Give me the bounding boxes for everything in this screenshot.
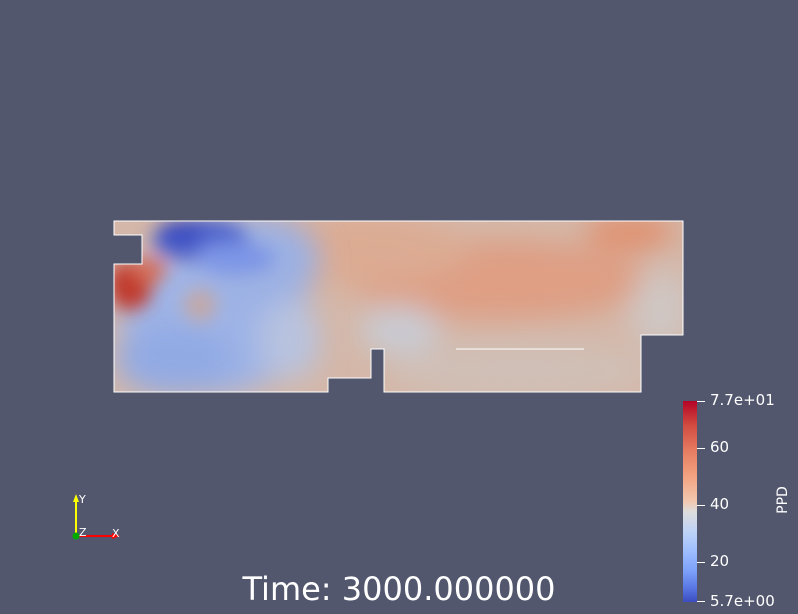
y-axis-label: Y	[78, 493, 86, 506]
colorbar-tick-60	[697, 448, 705, 449]
colorbar-title: PPD	[775, 486, 791, 514]
orientation-axes[interactable]: Y X Z	[60, 488, 130, 548]
z-axis-dot-icon	[72, 532, 80, 540]
y-axis-arrow-icon	[73, 494, 79, 502]
colorbar-tick-max	[697, 401, 705, 402]
x-axis-arrow-icon	[112, 533, 120, 539]
z-axis-label: Z	[79, 526, 87, 539]
time-annotation: Time: 3000.000000	[242, 570, 556, 608]
colorbar-gradient	[683, 401, 697, 602]
x-axis-label: X	[112, 527, 120, 540]
colorbar-label-20: 20	[710, 552, 730, 570]
colorbar-label-min: 5.7e+00	[710, 592, 775, 610]
domain-outline	[113, 220, 684, 393]
ppd-contour-field	[114, 221, 683, 392]
colorbar-label-60: 60	[710, 438, 730, 456]
colorbar-label-max: 7.7e+01	[710, 391, 775, 409]
colorbar-label-40: 40	[710, 495, 730, 513]
colorbar-tick-20	[697, 562, 705, 563]
colorbar-tick-min	[697, 601, 705, 602]
colorbar-tick-40	[697, 505, 705, 506]
